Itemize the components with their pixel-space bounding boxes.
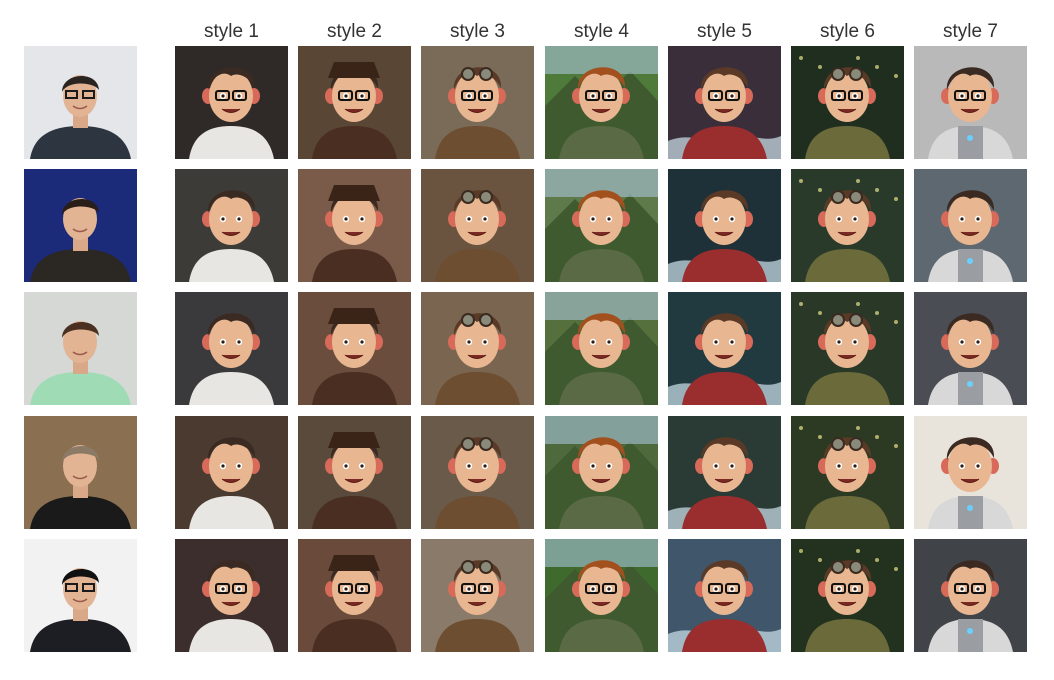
source-photo-row-4	[24, 416, 137, 529]
stylized-portrait-row-3-style-3	[421, 292, 534, 405]
column-header-style-5: style 5	[697, 21, 752, 42]
column-header-style-1: style 1	[204, 21, 259, 42]
source-photo-row-1	[24, 46, 137, 159]
stylized-portrait-row-4-style-6	[791, 416, 904, 529]
stylized-portrait-row-5-style-1	[175, 539, 288, 652]
stylized-portrait-row-4-style-3	[421, 416, 534, 529]
stylized-portrait-row-3-style-5	[668, 292, 781, 405]
stylized-portrait-row-1-style-5	[668, 46, 781, 159]
stylized-portrait-row-2-style-7	[914, 169, 1027, 282]
stylized-portrait-row-5-style-5	[668, 539, 781, 652]
stylized-portrait-row-3-style-1	[175, 292, 288, 405]
stylized-portrait-row-3-style-7	[914, 292, 1027, 405]
stylized-portrait-row-1-style-1	[175, 46, 288, 159]
stylized-portrait-row-4-style-1	[175, 416, 288, 529]
stylized-portrait-row-4-style-5	[668, 416, 781, 529]
stylized-portrait-row-5-style-4	[545, 539, 658, 652]
source-photo-row-2	[24, 169, 137, 282]
stylized-portrait-row-1-style-7	[914, 46, 1027, 159]
stylized-portrait-row-3-style-6	[791, 292, 904, 405]
stylized-portrait-row-4-style-4	[545, 416, 658, 529]
stylized-portrait-row-2-style-3	[421, 169, 534, 282]
stylized-portrait-row-2-style-1	[175, 169, 288, 282]
column-header-style-4: style 4	[574, 21, 629, 42]
column-header-style-3: style 3	[450, 21, 505, 42]
stylized-portrait-row-5-style-2	[298, 539, 411, 652]
stylized-portrait-row-1-style-2	[298, 46, 411, 159]
column-header-style-7: style 7	[943, 21, 998, 42]
column-header-style-6: style 6	[820, 21, 875, 42]
stylized-portrait-row-5-style-3	[421, 539, 534, 652]
source-photo-row-5	[24, 539, 137, 652]
column-headers: style 1 style 2 style 3 style 4 style 5 …	[0, 0, 1054, 46]
stylized-portrait-row-1-style-4	[545, 46, 658, 159]
stylized-portrait-row-4-style-2	[298, 416, 411, 529]
stylized-portrait-row-1-style-6	[791, 46, 904, 159]
stylized-portrait-row-2-style-6	[791, 169, 904, 282]
stylized-portrait-row-3-style-4	[545, 292, 658, 405]
stylized-portrait-row-2-style-2	[298, 169, 411, 282]
stylized-portrait-row-3-style-2	[298, 292, 411, 405]
source-photo-row-3	[24, 292, 137, 405]
column-header-style-2: style 2	[327, 21, 382, 42]
stylized-portrait-row-4-style-7	[914, 416, 1027, 529]
stylized-portrait-row-2-style-5	[668, 169, 781, 282]
stylized-portrait-row-5-style-6	[791, 539, 904, 652]
stylized-portrait-row-5-style-7	[914, 539, 1027, 652]
stylized-portrait-row-2-style-4	[545, 169, 658, 282]
stylized-portrait-row-1-style-3	[421, 46, 534, 159]
